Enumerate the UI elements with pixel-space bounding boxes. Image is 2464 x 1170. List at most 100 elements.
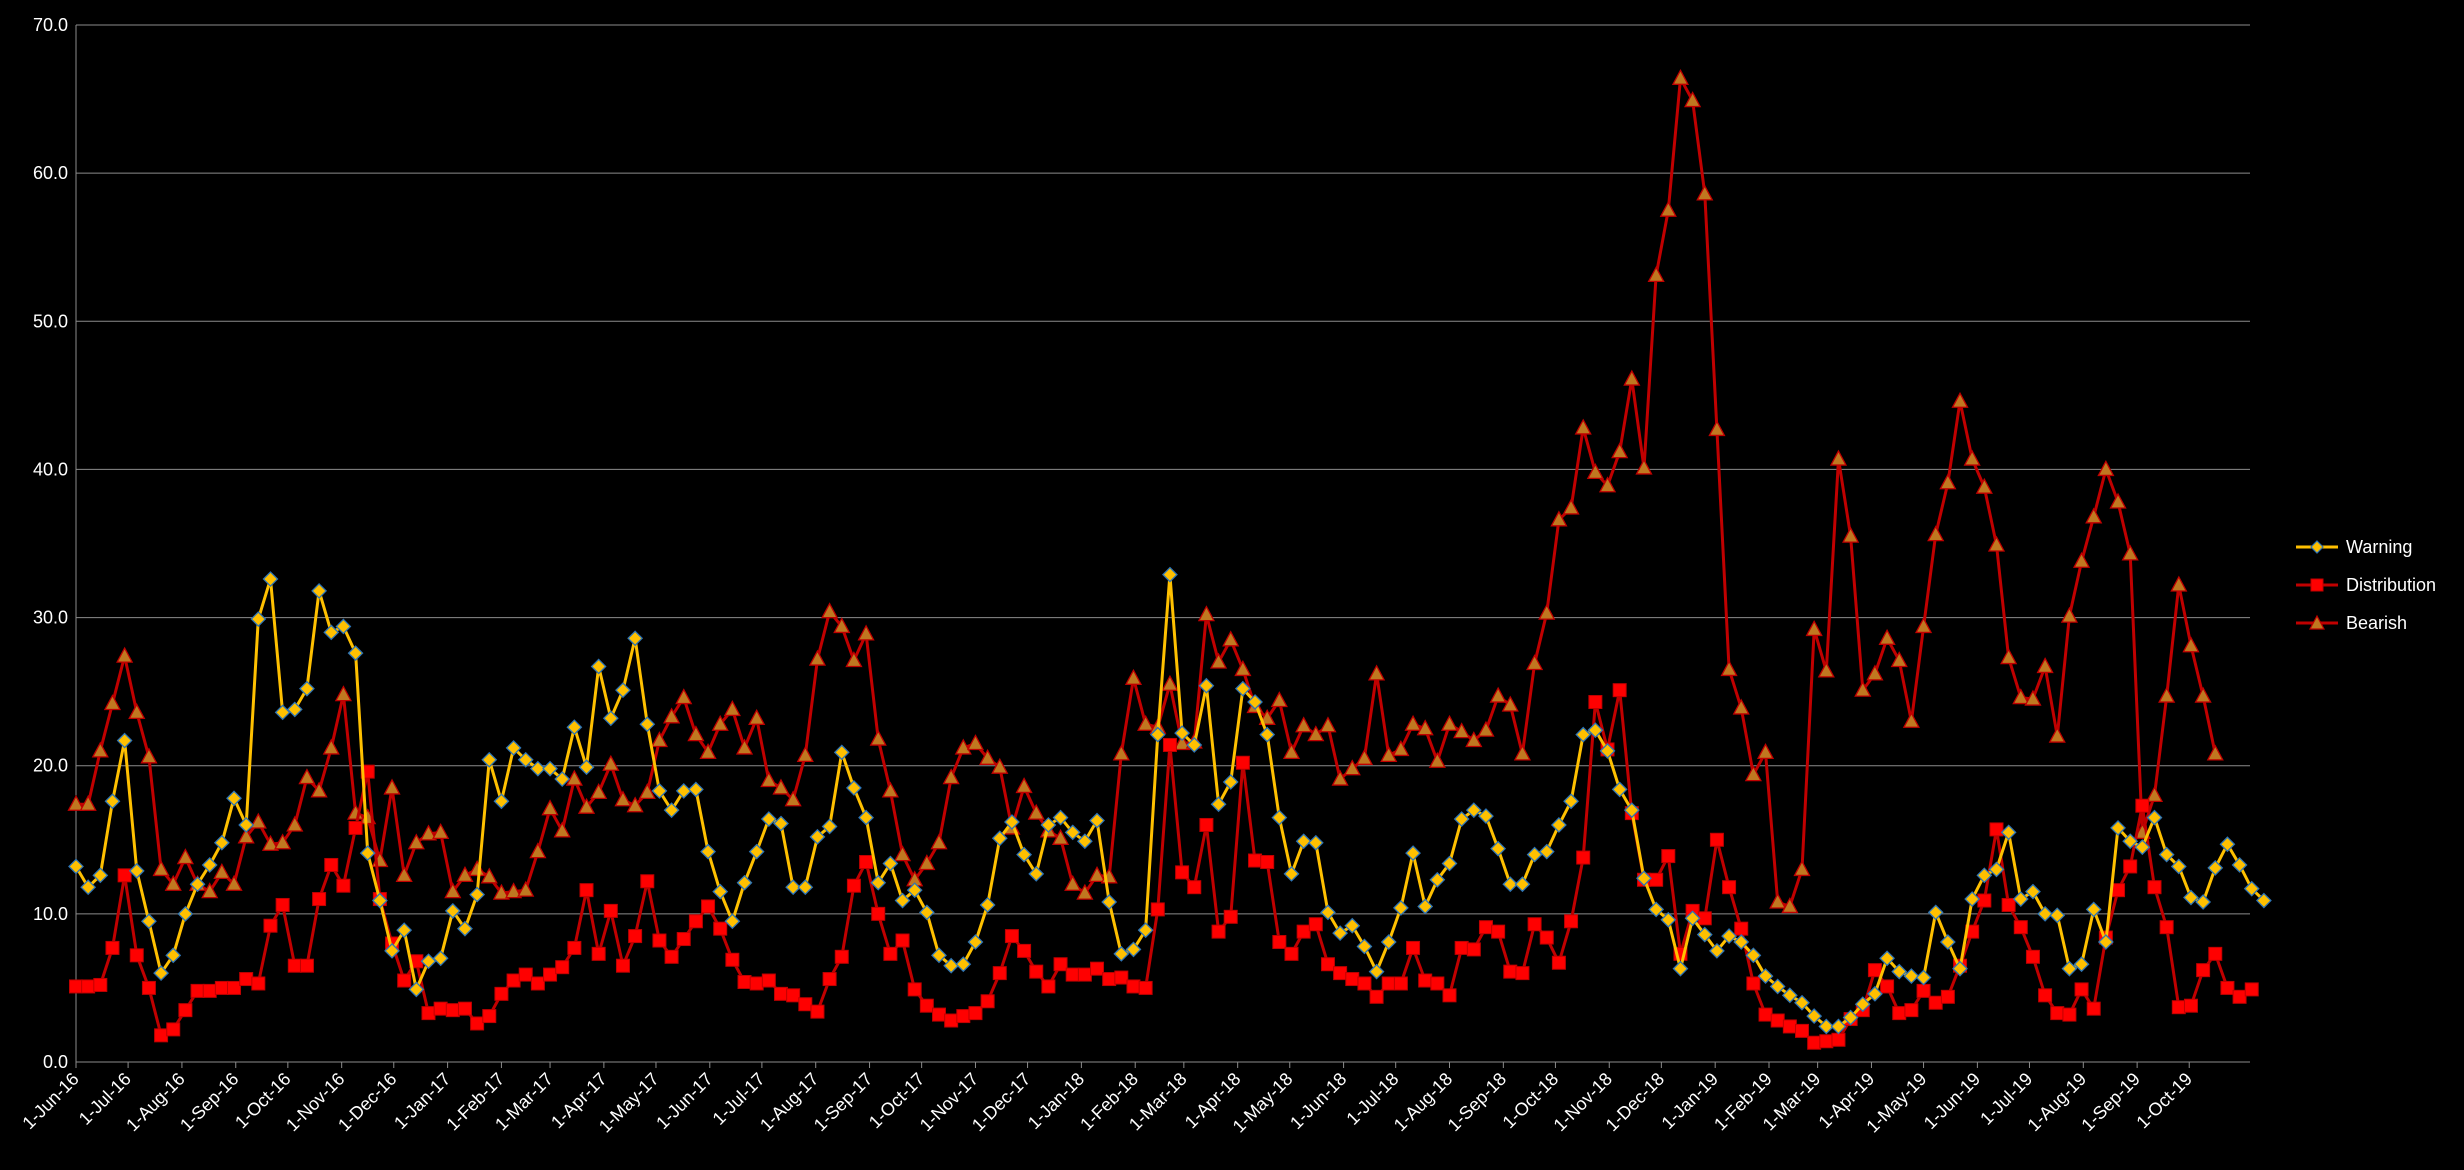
point-warning <box>736 874 753 891</box>
point-warning <box>1830 1018 1847 1035</box>
point-bearish <box>1367 664 1386 681</box>
point-distribution <box>907 982 922 997</box>
point-bearish <box>1513 744 1532 761</box>
point-distribution <box>786 988 801 1003</box>
point-bearish <box>1477 720 1495 737</box>
point-distribution <box>603 903 618 918</box>
point-warning <box>1089 812 1105 829</box>
point-distribution <box>1612 683 1627 698</box>
point-warning <box>2110 820 2126 836</box>
point-warning <box>177 905 194 922</box>
point-distribution <box>1503 964 1518 979</box>
point-warning <box>590 658 607 675</box>
point-bearish <box>1331 769 1349 786</box>
point-distribution <box>871 906 886 921</box>
point-distribution <box>1053 957 1068 972</box>
x-tick-label: 1-Aug-19 <box>2024 1069 2091 1136</box>
x-tick-label: 1-Sep-18 <box>1444 1069 1511 1136</box>
point-distribution <box>859 855 874 870</box>
point-warning <box>529 760 546 777</box>
point-warning <box>1636 870 1652 887</box>
point-warning <box>116 732 133 749</box>
point-warning <box>1344 917 1361 934</box>
point-distribution <box>141 980 156 995</box>
point-distribution <box>299 958 314 973</box>
point-distribution <box>737 975 752 990</box>
point-distribution <box>1333 966 1348 981</box>
point-warning <box>262 571 279 587</box>
point-warning <box>1271 809 1288 826</box>
point-bearish <box>2170 575 2188 592</box>
point-distribution <box>530 976 545 991</box>
point-warning <box>578 759 595 776</box>
point-bearish <box>1696 184 1714 201</box>
point-bearish <box>1197 605 1215 622</box>
point-warning <box>894 892 911 909</box>
point-warning <box>821 818 838 835</box>
point-distribution <box>1770 1013 1785 1028</box>
point-warning <box>396 922 413 939</box>
point-warning <box>1429 871 1446 888</box>
point-warning <box>675 782 692 799</box>
point-distribution <box>154 1028 169 1043</box>
point-bearish <box>1720 660 1738 677</box>
point-distribution <box>968 1006 983 1021</box>
point-warning <box>1234 680 1251 697</box>
point-bearish <box>991 757 1009 774</box>
point-bearish <box>1392 740 1410 757</box>
point-distribution <box>1017 943 1032 958</box>
point-distribution <box>1126 979 1141 994</box>
x-tick-label: 1-Jun-16 <box>18 1069 82 1133</box>
point-distribution <box>749 976 764 991</box>
point-distribution <box>1029 964 1044 979</box>
point-bearish <box>1598 476 1617 493</box>
point-distribution <box>1527 917 1542 932</box>
x-tick-label: 1-Jun-17 <box>652 1069 716 1133</box>
point-bearish <box>2158 686 2176 703</box>
point-distribution <box>433 1001 448 1016</box>
point-warning <box>627 630 644 647</box>
point-distribution <box>2050 1006 2065 1021</box>
series-line-warning <box>74 573 2265 1028</box>
point-distribution <box>2208 946 2223 961</box>
point-distribution <box>1308 917 1323 932</box>
point-warning <box>1563 793 1579 810</box>
point-warning <box>1198 677 1215 694</box>
point-warning <box>542 760 558 777</box>
point-bearish <box>1234 660 1252 677</box>
point-distribution <box>93 977 108 992</box>
point-warning <box>943 957 960 974</box>
point-warning <box>1696 926 1713 943</box>
point-distribution <box>1114 970 1129 985</box>
point-warning <box>286 701 303 718</box>
point-bearish <box>2000 648 2018 665</box>
point-bearish <box>298 768 316 785</box>
point-bearish <box>1088 865 1106 882</box>
point-warning <box>469 886 486 903</box>
legend-label-warning: Warning <box>2346 536 2413 557</box>
point-bearish <box>784 790 802 807</box>
point-distribution <box>348 820 363 835</box>
y-tick-label: 0.0 <box>43 1052 68 1072</box>
point-bearish <box>821 602 839 619</box>
point-bearish <box>687 725 705 742</box>
point-distribution <box>1090 961 1105 976</box>
point-distribution <box>1320 957 1335 972</box>
point-distribution <box>81 979 96 994</box>
point-warning <box>347 645 364 662</box>
point-warning <box>712 883 729 900</box>
point-bearish <box>1987 535 2006 552</box>
point-bearish <box>833 617 851 634</box>
point-warning <box>2049 907 2066 924</box>
y-tick-label: 30.0 <box>33 608 68 628</box>
point-bearish <box>249 812 267 829</box>
point-bearish <box>237 827 255 844</box>
point-distribution <box>105 940 120 955</box>
point-distribution <box>2135 798 2150 813</box>
point-warning <box>2025 883 2041 900</box>
legend: Warning Distribution Bearish <box>2296 528 2456 642</box>
point-distribution <box>919 998 934 1013</box>
point-warning <box>724 913 741 930</box>
